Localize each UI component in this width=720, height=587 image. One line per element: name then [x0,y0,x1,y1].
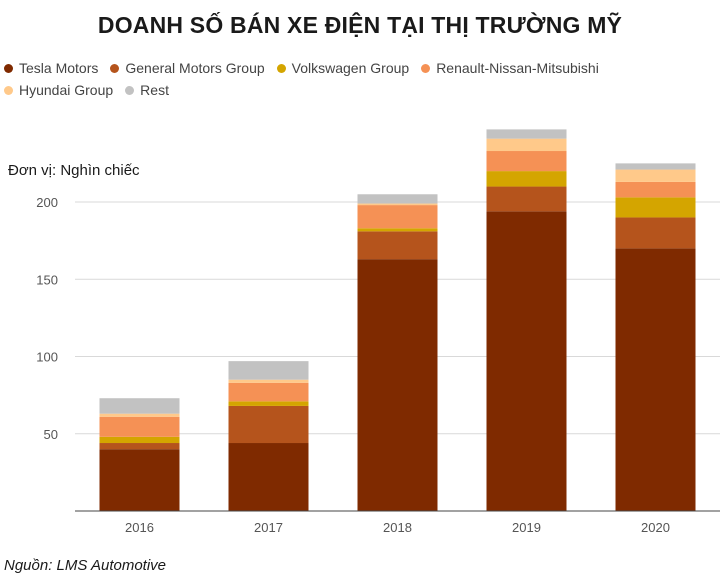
bar-segment [486,129,567,139]
bar-segment [228,443,309,511]
bar-segment [615,163,696,170]
bar-segment [357,228,438,232]
bar-segment [99,398,180,414]
legend-label: Hyundai Group [19,82,114,98]
x-tick-label: 2018 [383,520,412,535]
bar-segment [99,449,180,511]
y-tick-label: 50 [44,427,58,442]
unit-label: Đơn vị: Nghìn chiếc [8,162,140,179]
legend-item: General Motors Group [110,60,265,76]
bar-segment [357,203,438,206]
legend-label: Tesla Motors [19,60,99,76]
source-note: Nguồn: LMS Automotive [4,557,167,574]
legend-swatch [110,63,120,73]
legend-label: Volkswagen Group [291,60,410,76]
legend-item: Hyundai Group [4,82,113,98]
bar-segment [486,171,567,187]
bar-segment [357,194,438,204]
x-tick-label: 2019 [512,520,541,535]
bar-segment [228,401,309,406]
legend-item: Rest [125,82,169,98]
legend-label: Rest [140,82,169,98]
legend-item: Renault-Nissan-Mitsubishi [421,60,599,76]
bar-segment [99,443,180,450]
x-tick-label: 2016 [125,520,154,535]
bar-segment [486,151,567,172]
x-tick-label: 2020 [641,520,670,535]
legend-item: Volkswagen Group [276,60,410,76]
bar-segment [486,138,567,152]
bar-segment [99,436,180,444]
legend-swatch [421,63,431,73]
bar-segment [615,169,696,182]
bar-segment [357,205,438,229]
y-tick-label: 100 [36,350,58,365]
bar-segment [615,248,696,511]
chart-title: DOANH SỐ BÁN XE ĐIỆN TẠI THỊ TRƯỜNG MỸ [97,12,623,38]
bar-segment [228,379,309,383]
legend: Tesla Motors General Motors Group Volkswag… [4,60,714,98]
bar-segment [99,416,180,437]
legend-swatch [4,63,13,73]
bar-segment [615,181,696,198]
bar-segment [615,197,696,218]
y-tick-label: 150 [36,272,58,287]
bar-segment [486,186,567,212]
bar-chart-plot: 50 100 150 200 2016 2017 2018 2019 2020 [36,129,720,535]
bar-segment [357,259,438,511]
legend-swatch [4,85,13,95]
legend-label: Renault-Nissan-Mitsubishi [436,60,599,76]
legend-swatch [276,63,286,73]
x-tick-label: 2017 [254,520,283,535]
legend-label: General Motors Group [125,60,265,76]
bar-segment [228,361,309,380]
bar-segment [486,211,567,511]
bar-segment [228,405,309,444]
legend-item: Tesla Motors [4,60,98,76]
y-tick-label: 200 [36,195,58,210]
bar-segment [99,413,180,417]
bar-segment [615,217,696,249]
legend-swatch [125,85,135,95]
bar-segment [228,382,309,402]
bar-segment [357,231,438,260]
